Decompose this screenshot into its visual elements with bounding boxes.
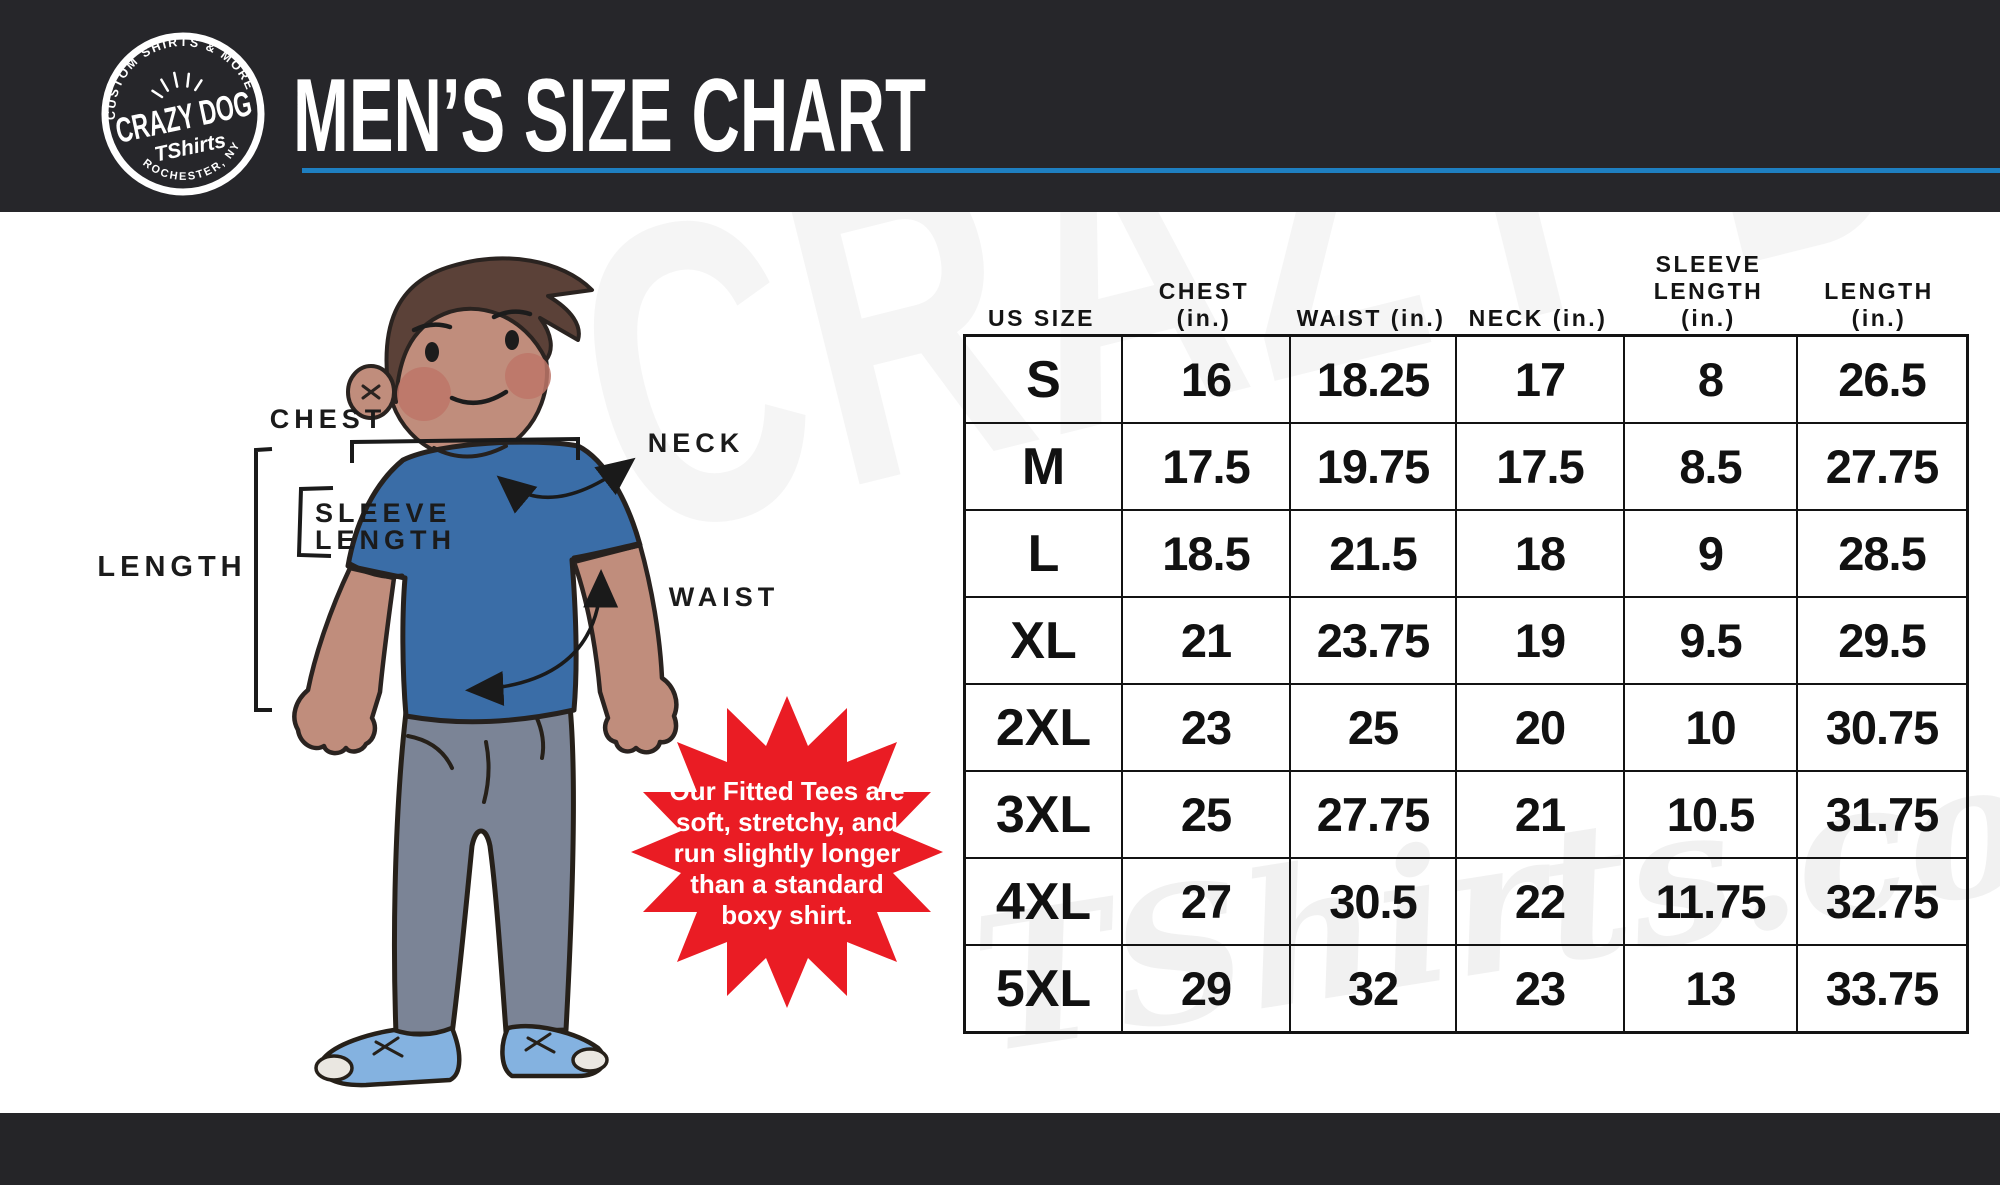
table-cell: 32 — [1291, 946, 1457, 1031]
length-bracket — [254, 447, 273, 712]
table-row-3xl: 3XL 25 27.75 21 10.5 31.75 — [966, 772, 1966, 859]
table-cell: 33.75 — [1825, 962, 1940, 1015]
footer-bar — [0, 1113, 2000, 1185]
chest-label: CHEST — [270, 404, 387, 434]
column-header-length: LENGTH (in.) — [1824, 278, 1934, 331]
table-row-m: M 17.5 19.75 17.5 8.5 27.75 — [966, 424, 1966, 511]
table-cell: 10.5 — [1625, 772, 1798, 857]
fitted-tees-callout: Our Fitted Tees are soft, stretchy, and … — [631, 696, 943, 1008]
size-table-grid: S 16 18.25 17 8 26.5 M 17.5 19.75 17.5 8… — [963, 334, 1969, 1034]
pants — [391, 703, 576, 1037]
table-cell: L — [966, 511, 1123, 596]
column-header-waist: WAIST (in.) — [1296, 305, 1446, 331]
table-cell: 9 — [1625, 511, 1798, 596]
table-row-xl: XL 21 23.75 19 9.5 29.5 — [966, 598, 1966, 685]
callout-line: run slightly longer — [674, 838, 901, 868]
table-cell: 22 — [1457, 859, 1625, 944]
logo-ring — [101, 32, 265, 196]
cartoon-man — [292, 256, 679, 1088]
table-cell: 17.5 — [1123, 424, 1291, 509]
table-cell: 18.5 — [1123, 511, 1291, 596]
table-cell: 17 — [1457, 337, 1625, 422]
waist-arrow — [465, 569, 619, 706]
table-cell: 19.75 — [1291, 424, 1457, 509]
table-row-4xl: 4XL 27 30.5 22 11.75 32.75 — [966, 859, 1966, 946]
table-cell: 30.75 — [1825, 701, 1940, 754]
waist-label: WAIST — [669, 582, 780, 612]
table-row-s: S 16 18.25 17 8 26.5 — [966, 337, 1966, 424]
table-cell: 27 — [1123, 859, 1291, 944]
table-row-l: L 18.5 21.5 18 9 28.5 — [966, 511, 1966, 598]
table-cell: 5XL — [966, 946, 1123, 1031]
column-header-sleeve-length: SLEEVE LENGTH (in.) — [1653, 251, 1764, 331]
table-cell: 26.5 — [1838, 353, 1926, 406]
callout-line: soft, stretchy, and — [676, 807, 898, 837]
table-cell: 13 — [1625, 946, 1798, 1031]
table-cell: 27.75 — [1825, 440, 1940, 493]
table-cell: 11.75 — [1625, 859, 1798, 944]
table-cell: 27.75 — [1291, 772, 1457, 857]
table-row-2xl: 2XL 23 25 20 10 30.75 — [966, 685, 1966, 772]
sleeve-length-label-line1: SLEEVE — [315, 498, 452, 528]
table-cell: 31.75 — [1825, 788, 1940, 841]
table-cell: 9.5 — [1625, 598, 1798, 683]
table-cell: 18 — [1457, 511, 1625, 596]
table-cell: M — [966, 424, 1123, 509]
table-cell: 23 — [1457, 946, 1625, 1031]
table-cell: 19 — [1457, 598, 1625, 683]
sleeve-length-label-line2: LENGTH — [315, 525, 456, 555]
table-cell: 32.75 — [1825, 875, 1940, 928]
table-cell: 20 — [1457, 685, 1625, 770]
callout-line: Our Fitted Tees are — [669, 776, 904, 806]
starburst-icon — [631, 696, 943, 1008]
hair — [384, 256, 594, 404]
table-cell: 18.25 — [1291, 337, 1457, 422]
table-cell: 28.5 — [1838, 527, 1926, 580]
crazy-dog-logo: CUSTOM SHIRTS & MORE CRAZY DOG TShirts R… — [90, 20, 265, 196]
column-header-us-size: US SIZE — [988, 305, 1095, 331]
measurement-diagram: CHEST NECK SLEEVE LENGTH LENGTH WAIST Ou… — [97, 256, 943, 1088]
callout-line: than a standard — [690, 869, 884, 899]
size-table-header: US SIZE CHEST (in.) WAIST (in.) NECK (in… — [963, 248, 1969, 332]
chest-bracket — [350, 436, 580, 463]
length-label: LENGTH — [97, 551, 246, 583]
table-cell: 8 — [1625, 337, 1798, 422]
table-cell: S — [966, 337, 1123, 422]
column-header-chest: CHEST (in.) — [1158, 278, 1250, 331]
page-title: MEN’S SIZE CHART — [293, 58, 926, 174]
table-cell: 21 — [1123, 598, 1291, 683]
table-cell: 29.5 — [1838, 614, 1926, 667]
table-cell: 30.5 — [1291, 859, 1457, 944]
table-cell: 4XL — [966, 859, 1123, 944]
table-cell: 25 — [1123, 772, 1291, 857]
size-table: US SIZE CHEST (in.) WAIST (in.) NECK (in… — [963, 248, 1969, 1034]
table-cell: 16 — [1123, 337, 1291, 422]
table-cell: 21 — [1457, 772, 1625, 857]
header-bar: CUSTOM SHIRTS & MORE CRAZY DOG TShirts R… — [0, 0, 2000, 212]
right-arm — [571, 542, 679, 755]
left-shoe — [319, 1025, 462, 1088]
callout-line: boxy shirt. — [721, 900, 852, 930]
table-cell: 10 — [1625, 685, 1798, 770]
table-cell: 21.5 — [1291, 511, 1457, 596]
table-row-5xl: 5XL 29 32 23 13 33.75 — [966, 946, 1966, 1031]
page-title-text: MEN’S SIZE CHART — [293, 58, 926, 174]
table-cell: 23.75 — [1291, 598, 1457, 683]
sleeve-bracket — [296, 486, 334, 558]
logo-sparkle-icon — [151, 71, 203, 99]
table-cell: 17.5 — [1457, 424, 1625, 509]
neck-label: NECK — [648, 428, 745, 458]
table-cell: 8.5 — [1625, 424, 1798, 509]
table-cell: 3XL — [966, 772, 1123, 857]
left-arm — [292, 565, 397, 756]
table-cell: 29 — [1123, 946, 1291, 1031]
title-underline — [302, 168, 2000, 173]
table-cell: XL — [966, 598, 1123, 683]
table-cell: 25 — [1291, 685, 1457, 770]
table-cell: 23 — [1123, 685, 1291, 770]
neck-arrow — [496, 457, 636, 514]
column-header-neck: NECK (in.) — [1468, 305, 1608, 331]
table-cell: 2XL — [966, 685, 1123, 770]
